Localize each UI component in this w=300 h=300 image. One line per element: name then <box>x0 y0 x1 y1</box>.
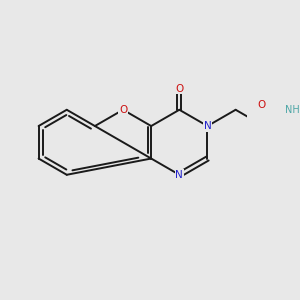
Text: O: O <box>175 84 184 94</box>
Text: NH: NH <box>285 105 299 115</box>
Text: O: O <box>257 100 266 110</box>
Text: N: N <box>176 170 183 180</box>
Text: O: O <box>119 105 127 115</box>
Text: N: N <box>204 121 212 131</box>
